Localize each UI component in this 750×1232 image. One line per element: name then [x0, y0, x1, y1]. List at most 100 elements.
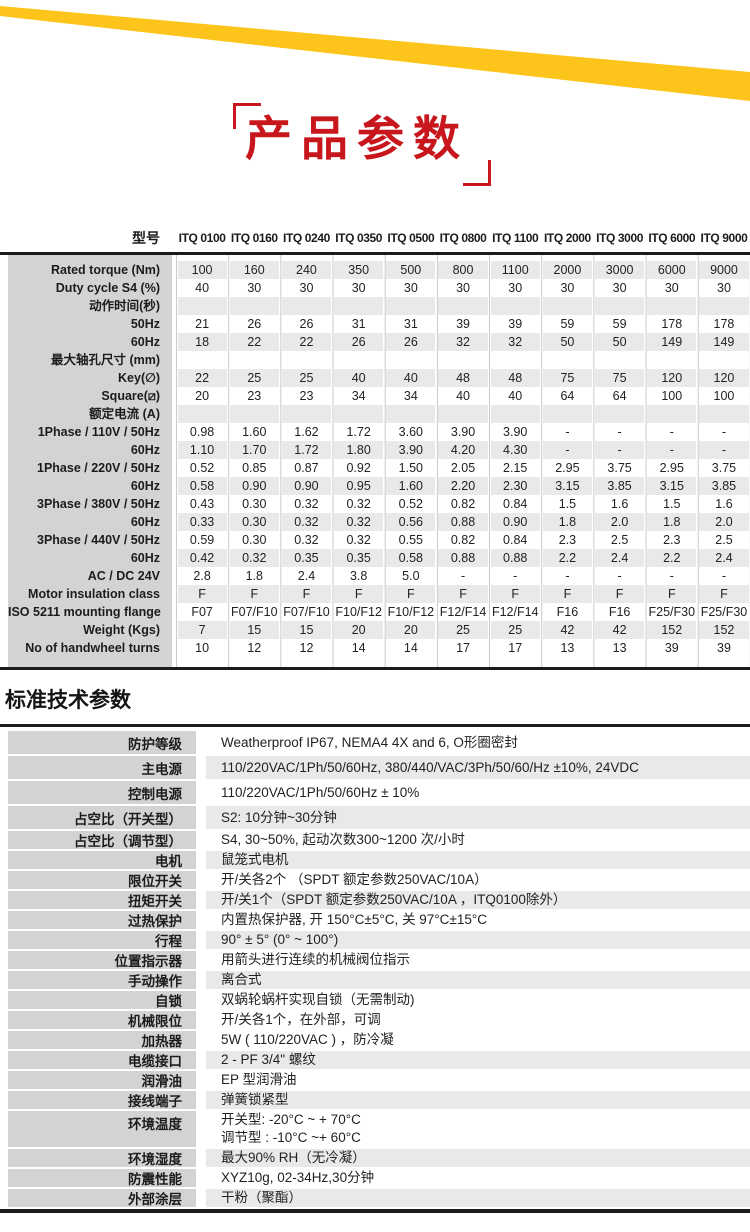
spec-cell: F: [334, 585, 384, 603]
spec-cell: [178, 351, 227, 369]
tech-row: 占空比（开关型） S2: 10分钟~30分钟: [8, 806, 750, 829]
tech-row: 过热保护 内置热保护器, 开 150°C±5°C, 关 97°C±15°C: [8, 911, 750, 929]
spec-cell: 500: [386, 261, 436, 279]
tech-row: 接线端子 弹簧锁紧型: [8, 1091, 750, 1109]
spec-cell: 2.2: [647, 549, 697, 567]
spec-row: 60Hz 0.58 0.90 0.90 0.95 1.60 2.20 2.30 3.15 3.85…: [8, 477, 750, 495]
spec-cell: 2.2: [542, 549, 592, 567]
spec-cell: 3.90: [386, 441, 436, 459]
spec-cell: [334, 297, 384, 315]
spec-cell: 350: [334, 261, 384, 279]
spec-cell: 1.8: [245, 569, 263, 583]
tech-row-value: 开/关1个（SPDT 额定参数250VAC/10A ，ITQ0100除外）: [206, 891, 750, 909]
spec-cell: 1.70: [229, 441, 279, 459]
tech-row-value-line: 弹簧锁紧型: [221, 1092, 289, 1108]
spec-cell: 2.95: [555, 461, 580, 475]
spec-cell: 1.72: [281, 441, 332, 459]
tech-row-label: 占空比（开关型）: [8, 806, 196, 829]
tech-row-value-line: 开/关各1个，在外部，可调: [221, 1012, 381, 1028]
spec-cell: 0.52: [398, 497, 424, 511]
spec-cell: 30: [717, 281, 731, 295]
spec-cell: 1.5: [558, 497, 577, 511]
spec-cell: 20: [334, 621, 384, 639]
spec-cell: 0.43: [189, 497, 215, 511]
tech-row-label: 润滑油: [8, 1071, 196, 1089]
tech-section-heading: 标准技术参数: [5, 689, 131, 712]
spec-cell: 34: [351, 389, 366, 403]
spec-cell: [542, 405, 592, 423]
spec-row-cells: 10 12 12 14 14 17 17 13 13 39 39: [176, 639, 750, 657]
spec-row-label: 60Hz: [8, 441, 172, 459]
spec-row-label: Weight (Kgs): [8, 621, 172, 639]
spec-cell: 0.59: [189, 533, 215, 547]
spec-cell: F: [647, 585, 697, 603]
spec-cell: F: [281, 585, 332, 603]
spec-row: No of handwheel turns 10 12 12 14 14 17 17 13 13 3…: [8, 639, 750, 657]
bottom-divider-line: [0, 1209, 750, 1213]
spec-cell: 26: [386, 333, 436, 351]
spec-table: 型号 ITQ 0100 ITQ 0160 ITQ 0240 ITQ 0350 ITQ 0…: [0, 224, 750, 670]
yellow-banner: [0, 6, 750, 101]
tech-row-value: 离合式: [206, 971, 750, 989]
spec-cell: [647, 405, 697, 423]
spec-cell: 75: [542, 369, 592, 387]
spec-row-cells: 18 22 22 26 26 32 32 50 50 149 149: [176, 333, 750, 351]
spec-cell: 2.4: [297, 569, 316, 583]
spec-cell: 0.58: [177, 477, 227, 495]
spec-cell: F10/F12: [335, 605, 382, 619]
spec-cell: [178, 657, 227, 667]
spec-cell: 0.95: [334, 477, 384, 495]
spec-row-label: 60Hz: [8, 333, 172, 351]
tech-row-label: 主电源: [8, 756, 196, 779]
spec-cell: 0.30: [229, 513, 279, 531]
spec-row-label: 3Phase / 380V / 50Hz: [8, 495, 172, 513]
model-header-cell: ITQ 2000: [543, 231, 591, 245]
spec-cell: 30: [508, 281, 523, 295]
spec-cell: [647, 657, 696, 667]
spec-row: 60Hz 0.33 0.30 0.32 0.32 0.56 0.88 0.90 1.8 2.0 1.…: [8, 513, 750, 531]
spec-cell: 23: [299, 389, 314, 403]
spec-cell: 0.98: [189, 425, 215, 439]
spec-cell: -: [460, 569, 466, 583]
tech-row-label: 行程: [8, 931, 196, 949]
spec-cell: 152: [699, 621, 749, 639]
spec-cell: -: [669, 569, 674, 583]
spec-cell: 23: [247, 389, 262, 403]
spec-cell: 9000: [699, 261, 749, 279]
spec-cell: 2.0: [595, 513, 645, 531]
spec-cell: -: [721, 425, 727, 439]
spec-cell: F16: [556, 605, 579, 619]
model-header-cell: ITQ 0800: [439, 231, 487, 245]
tech-row-value-line: 用箭头进行连续的机械阀位指示: [221, 952, 410, 968]
spec-cell: 120: [699, 369, 749, 387]
spec-cell: [334, 405, 384, 423]
spec-cell: 0.35: [281, 549, 332, 567]
tech-row-value-line: 2 - PF 3/4" 螺纹: [221, 1052, 316, 1068]
tech-row-value-line: 90° ± 5° (0° ~ 100°): [221, 932, 339, 948]
spec-cell: 2.15: [503, 461, 528, 475]
tech-row-value-line: 110/220VAC/1Ph/50/60Hz ± 10%: [221, 784, 420, 800]
tech-row-value-line: 内置热保护器, 开 150°C±5°C, 关 97°C±15°C: [221, 912, 487, 928]
tech-row-value: 最大90% RH（无冷凝）: [206, 1149, 750, 1167]
spec-cell: 50: [542, 333, 592, 351]
yellow-stripe: [0, 6, 750, 101]
tech-row-value-line: 离合式: [221, 972, 262, 988]
spec-cell: 0.32: [294, 497, 319, 511]
spec-cell: 14: [351, 641, 366, 655]
spec-cell: 30: [612, 281, 627, 295]
spec-cell: 21: [195, 317, 210, 331]
spec-cell: 48: [490, 369, 540, 387]
model-header-label: 型号: [132, 230, 160, 246]
tech-row-label: 手动操作: [8, 971, 196, 989]
spec-cell: F: [490, 585, 540, 603]
spec-cell: 22: [281, 333, 332, 351]
spec-cell: F10/F12: [387, 605, 435, 619]
spec-cell: 0.33: [177, 513, 227, 531]
spec-cell: [543, 657, 592, 667]
spec-row-label: [8, 657, 172, 667]
spec-row-label: 1Phase / 220V / 50Hz: [8, 459, 172, 477]
spec-cell: 30: [560, 281, 575, 295]
spec-row-label: ISO 5211 mounting flange: [8, 603, 172, 621]
spec-cell: 1.6: [610, 497, 629, 511]
